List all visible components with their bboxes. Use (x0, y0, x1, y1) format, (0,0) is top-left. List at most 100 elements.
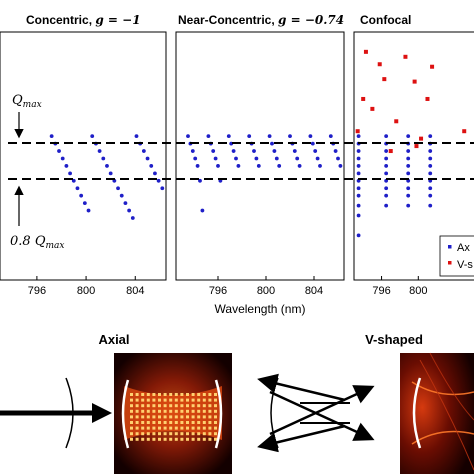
fringe-spot (186, 426, 189, 430)
fringe-spot (191, 398, 195, 402)
data-point (252, 149, 256, 153)
fringe-spot (152, 426, 156, 430)
fringe-spot (202, 437, 206, 441)
fringe-spot (202, 404, 206, 408)
data-point (318, 164, 322, 168)
data-point (292, 149, 297, 153)
fringe-spot (163, 404, 167, 408)
data-point (236, 164, 241, 168)
fringe-spot (141, 437, 145, 441)
data-point (134, 134, 139, 139)
fringe-spot (186, 393, 189, 396)
data-point (363, 49, 368, 54)
data-point (394, 119, 399, 124)
x-tick-label: 804 (126, 285, 144, 297)
fringe-spot (174, 415, 178, 419)
data-point (428, 149, 433, 153)
fringe-spot (208, 437, 212, 441)
vshaped-title: V-shaped (365, 332, 423, 347)
data-point (234, 156, 238, 161)
fringe-spot (197, 421, 201, 424)
data-point (336, 156, 340, 161)
data-point (428, 171, 433, 176)
fringe-spot (174, 421, 178, 424)
fringe-spot (152, 432, 156, 436)
data-point (295, 156, 300, 161)
fringe-spot (130, 437, 133, 441)
fringe-spot (169, 426, 173, 430)
data-point (355, 129, 360, 134)
fringe-spot (180, 437, 184, 441)
panel-frame-concentric (0, 31, 167, 281)
fringe-spot (146, 398, 150, 402)
x-tick-label: 796 (372, 285, 390, 297)
data-point (313, 149, 318, 153)
data-point (198, 178, 202, 183)
fringe-spot (163, 426, 167, 430)
fringe-spot (191, 393, 195, 396)
panel-frame-near-concentric (175, 31, 345, 281)
x-axis-label: Wavelength (nm) (215, 302, 306, 316)
data-point (116, 186, 120, 191)
data-point (130, 216, 135, 220)
legend-label-vshaped: V-s (457, 259, 473, 271)
fringe-spot (197, 404, 201, 408)
tick-labels: 796 800 804 796 800 804 796 800 (28, 276, 427, 297)
data-point (356, 186, 361, 191)
fringe-spot (169, 432, 173, 436)
fringe-spot (146, 409, 150, 413)
fringe-spot (130, 432, 133, 436)
data-point (406, 171, 411, 176)
fringe-spot (186, 398, 189, 402)
vshaped-mode-image (400, 352, 474, 474)
data-point (406, 134, 411, 139)
legend-marker-vshaped (448, 261, 452, 265)
data-point (384, 193, 389, 198)
data-point (267, 134, 272, 139)
fringe-spot (214, 398, 217, 402)
fringe-spot (186, 432, 189, 436)
fringe-spot (141, 393, 145, 396)
fringe-spot (130, 415, 133, 419)
fringe-spot (169, 437, 173, 441)
fringe-spot (180, 415, 184, 419)
fringe-spot (130, 404, 133, 408)
fringe-spot (135, 404, 139, 408)
data-point (384, 149, 389, 153)
fringe-spot (163, 393, 167, 396)
fringe-spot (186, 415, 189, 419)
data-point (57, 149, 61, 153)
vshaped-mirror-left (412, 377, 422, 449)
data-point (462, 129, 467, 134)
fringe-spot (180, 404, 184, 408)
data-point (356, 171, 361, 176)
fringe-spot (214, 421, 217, 424)
fringe-spot (202, 432, 206, 436)
data-point (428, 186, 433, 191)
data-point (97, 149, 102, 153)
fringe-spot (158, 393, 161, 396)
fringe-spot (174, 437, 178, 441)
fringe-spot (214, 409, 217, 413)
fringe-spot (169, 404, 173, 408)
x-tick-label: 800 (257, 285, 275, 297)
fringe-spot (163, 421, 167, 424)
fringe-spot (163, 415, 167, 419)
legend-label-axial: Ax (457, 242, 470, 254)
fringe-spot (197, 432, 201, 436)
data-point (68, 171, 72, 176)
data-point (356, 213, 361, 218)
data-point (160, 186, 165, 191)
panel-title-near-concentric: Near-Concentric, g = −0.74 (178, 13, 344, 27)
data-point (382, 77, 387, 82)
data-point (356, 193, 361, 198)
fringe-spot (208, 398, 212, 402)
fringe-spot (191, 426, 195, 430)
data-point (356, 203, 361, 208)
fringe-spot (152, 421, 156, 424)
axial-mirror-right (214, 379, 223, 449)
fringe-spot (158, 421, 161, 424)
vshaped-beam-diagram (257, 373, 375, 453)
data-point (127, 208, 132, 213)
data-point (60, 156, 65, 161)
